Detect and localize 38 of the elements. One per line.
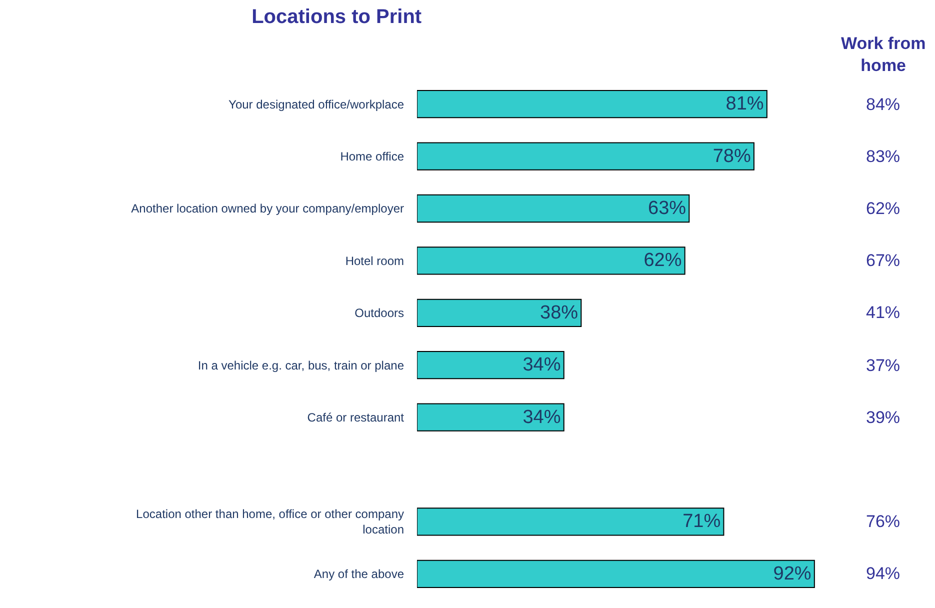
data-label: 78% xyxy=(712,146,751,167)
bar xyxy=(417,194,690,223)
bar xyxy=(417,351,564,380)
data-label: 34% xyxy=(522,406,561,428)
text: 62% xyxy=(866,199,900,218)
text: 84% xyxy=(866,95,900,114)
data-label: 63% xyxy=(648,198,686,219)
bar xyxy=(417,298,582,327)
data-label: 92% xyxy=(773,563,812,584)
y-tick-label: Home office xyxy=(340,150,404,164)
data-label: 38% xyxy=(540,302,578,324)
text: 83% xyxy=(866,147,900,166)
text: 76% xyxy=(866,512,900,531)
y-tick-label: Any of the above xyxy=(314,567,404,582)
y-tick-label: Another location owned by your company/employer xyxy=(131,202,404,216)
y-tick-label: Your designated office/workplace xyxy=(228,97,404,112)
bar xyxy=(417,90,768,118)
text: 41% xyxy=(866,303,900,322)
bar xyxy=(417,403,564,432)
bar xyxy=(417,246,686,275)
bar xyxy=(417,142,754,170)
data-label: 34% xyxy=(522,354,561,376)
text: 67% xyxy=(866,251,900,270)
y-tick-label: Hotel room xyxy=(345,254,404,268)
bar xyxy=(417,560,815,588)
y-tick-label: In a vehicle e.g. car, bus, train or plane xyxy=(198,358,404,372)
text: 39% xyxy=(866,408,900,427)
bar xyxy=(417,508,724,536)
text: Work from home xyxy=(841,34,926,76)
chart-title: Locations to Print xyxy=(252,6,422,28)
y-tick-label: Location other than home, office or other company location xyxy=(136,507,404,537)
y-tick-label: Café or restaurant xyxy=(307,410,405,424)
text: 37% xyxy=(866,356,900,375)
data-label: 71% xyxy=(682,511,721,532)
data-label: 62% xyxy=(644,250,682,272)
text: 94% xyxy=(866,564,900,583)
data-label: 81% xyxy=(726,94,764,115)
y-tick-label: Outdoors xyxy=(354,306,404,320)
